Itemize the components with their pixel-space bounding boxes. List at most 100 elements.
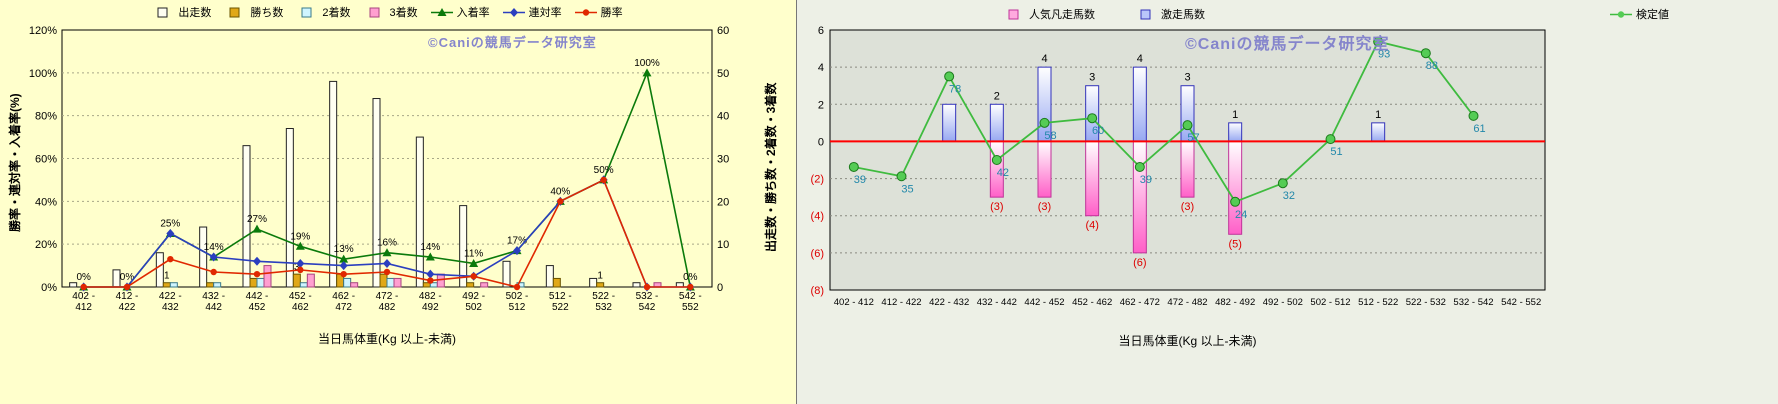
bar-starts (372, 98, 381, 288)
marker-quinella-rate-icon (383, 258, 391, 268)
results-y-left-axis-title: 勝率・連対率・入着率(%) (8, 93, 22, 232)
marker-win-rate-icon (167, 255, 174, 263)
y-tick-label: 6 (818, 25, 824, 37)
favorite-flops-legend-marker-icon (1008, 9, 1019, 19)
marker-win-rate-icon (253, 270, 261, 278)
test-value-label: 35 (901, 183, 913, 195)
bar-starts (415, 136, 424, 288)
fluke-chart-panel: (8) (6) (4) (2) 0 2 4 6 (3) (3) (4) (6) (3) (5) 2 4 3 4 3 1… (797, 0, 1778, 404)
y-left-tick-label: 60% (35, 154, 57, 166)
test-value-label: 93 (1378, 49, 1390, 61)
bar-wins (206, 282, 215, 288)
rate-label: 0% (76, 272, 91, 283)
bar-count-label: 1 (164, 271, 170, 282)
test-value-label: 39 (854, 174, 866, 186)
starts-legend-marker-icon (157, 7, 168, 17)
legend-item-label: 3着数 (389, 7, 418, 19)
y-right-tick-label: 50 (717, 68, 729, 80)
seconds-legend-marker-icon (301, 7, 312, 17)
legend-item-test-value: 検定値 (1609, 6, 1669, 22)
place-rate-legend-marker-icon (430, 7, 453, 16)
bar-shock-runners (1371, 122, 1386, 142)
x-tick-line: 532 - (636, 291, 659, 302)
x-tick-line: 472 (335, 302, 352, 313)
bar-starts (329, 80, 338, 288)
x-tick-line: 502 - (506, 291, 529, 302)
marker-win-rate-icon (210, 268, 217, 276)
bar-thirds (263, 265, 272, 288)
test-value-label: 61 (1473, 123, 1485, 135)
x-tick-label: 412 -422 (116, 291, 139, 313)
x-tick-line: 542 (639, 302, 656, 313)
rate-label: 0% (120, 272, 135, 283)
bar-starts (155, 252, 164, 288)
x-tick-label: 422 - 432 (929, 297, 969, 308)
test-value-label: 24 (1235, 209, 1247, 221)
bar-shock-runners (989, 103, 1004, 142)
x-tick-line: 502 (465, 302, 482, 313)
marker-quinella-rate-icon (209, 252, 218, 262)
bar-count-label: 4 (1041, 53, 1047, 65)
bar-wins (596, 282, 605, 288)
rate-label: 100% (634, 58, 660, 69)
legend-swatch (157, 7, 168, 17)
marker-test-value-icon (991, 155, 1002, 165)
rate-label: 19% (290, 231, 310, 242)
bar-wins (249, 277, 258, 288)
legend-item-label: 入着率 (456, 7, 490, 19)
legend-item-quinella-rate: 連対率 (502, 4, 562, 20)
rate-label: 11% (464, 248, 483, 259)
marker-quinella-rate-icon (296, 258, 305, 268)
marker-test-value-icon (944, 71, 955, 82)
y-tick-label: (4) (811, 211, 824, 223)
wins-legend-marker-icon (229, 7, 240, 17)
x-tick-line: 442 - (246, 291, 269, 302)
bar-seconds (213, 282, 222, 288)
test-value-label: 58 (1044, 130, 1056, 142)
bar-starts (199, 226, 208, 288)
x-tick-line: 422 - (159, 291, 182, 302)
marker-win-rate-icon (427, 277, 434, 284)
marker-quinella-rate-icon (513, 246, 521, 256)
bar-starts (459, 205, 468, 288)
bar-seconds (256, 277, 265, 288)
test-value-label: 60 (1092, 125, 1104, 137)
legend-item-label: 検定値 (1636, 9, 1669, 21)
bar-count-label: 1 (1232, 109, 1238, 121)
y-right-tick-label: 60 (717, 25, 729, 37)
x-tick-label: 522 - 532 (1406, 297, 1446, 308)
rate-label: 0% (683, 272, 698, 283)
bar-wins (292, 273, 301, 288)
y-right-tick-label: 10 (717, 239, 729, 251)
x-tick-label: 522 -532 (592, 291, 615, 313)
rate-label: 40% (550, 186, 570, 197)
legend-marker-glyph-icon (1617, 10, 1625, 18)
rate-label: 14% (204, 242, 224, 253)
bar-thirds (350, 282, 359, 288)
marker-quinella-rate-icon (339, 261, 348, 271)
x-tick-label: 492 - 502 (1263, 297, 1303, 308)
marker-quinella-rate-icon (253, 256, 261, 266)
bar-seconds (169, 282, 178, 288)
marker-place-rate-icon (339, 254, 349, 263)
marker-win-rate-icon (297, 266, 304, 274)
x-tick-line: 432 (162, 302, 179, 313)
y-tick-label: 4 (818, 62, 824, 74)
results-x-axis-title: 当日馬体重(Kg 以上-未満) (317, 332, 456, 346)
x-tick-line: 442 (205, 302, 222, 313)
x-tick-line: 482 (379, 302, 396, 313)
test-value-label: 78 (949, 83, 961, 95)
marker-win-rate-icon (383, 268, 391, 276)
marker-place-rate-icon (382, 248, 392, 257)
x-tick-label: 542 -552 (679, 291, 702, 313)
bar-starts (69, 282, 78, 288)
quinella-rate-legend-marker-icon (502, 7, 525, 17)
bar-count-label: 1 (1375, 109, 1381, 121)
legend-item-label: 連対率 (528, 7, 562, 19)
legend-item-win-rate: 勝率 (574, 4, 623, 20)
bar-starts (242, 145, 251, 288)
marker-win-rate-icon (600, 176, 607, 184)
thirds-legend-marker-icon (369, 7, 379, 17)
marker-test-value-icon (1373, 36, 1384, 47)
